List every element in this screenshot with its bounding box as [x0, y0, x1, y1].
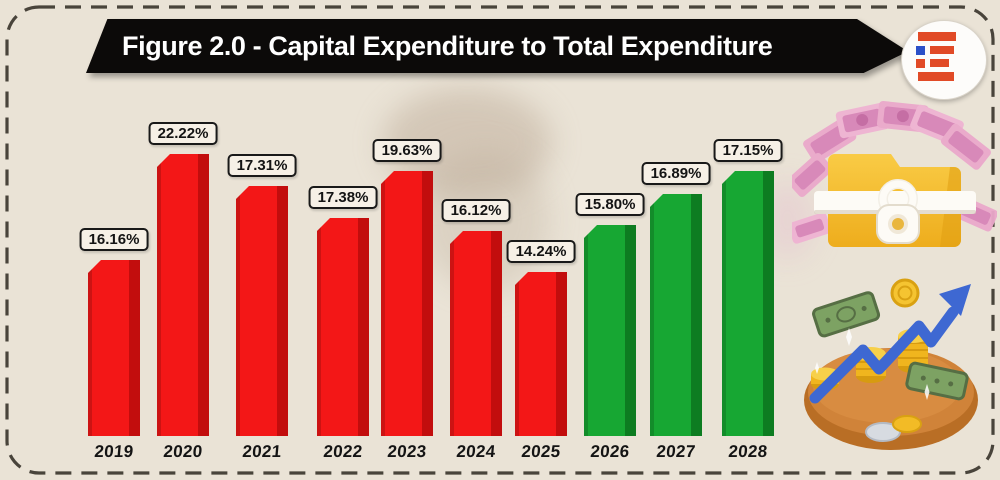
bar-2021: [236, 186, 288, 436]
value-label-2027: 16.89%: [641, 162, 711, 185]
value-label-2025: 14.24%: [506, 240, 576, 263]
year-label-2023: 2023: [386, 442, 428, 461]
value-label-2019: 16.16%: [79, 228, 149, 251]
year-label-2019: 2019: [93, 442, 135, 461]
bar-2023: [381, 171, 433, 436]
logo-bar-mid-lower: [930, 59, 949, 67]
value-label-2028: 17.15%: [713, 139, 783, 162]
title-banner: Figure 2.0 - Capital Expenditure to Tota…: [86, 19, 908, 73]
logo-bar-mid-upper: [930, 46, 954, 54]
year-label-2022: 2022: [322, 442, 364, 461]
logo-red-square: [916, 59, 925, 68]
title-banner-shape: Figure 2.0 - Capital Expenditure to Tota…: [86, 19, 908, 73]
bar-2028: [722, 171, 774, 436]
year-label-2026: 2026: [589, 442, 631, 461]
bar-2027: [650, 194, 702, 436]
bar-2020: [157, 154, 209, 436]
logo-bar-top: [918, 32, 956, 41]
value-label-2021: 17.31%: [227, 154, 297, 177]
value-label-2023: 19.63%: [372, 139, 442, 162]
bar-2026: [584, 225, 636, 436]
year-label-2024: 2024: [455, 442, 497, 461]
year-label-2025: 2025: [520, 442, 562, 461]
logo-bar-bottom: [918, 72, 954, 81]
logo-blue-dot: [916, 46, 925, 55]
value-label-2026: 15.80%: [575, 193, 645, 216]
year-label-2028: 2028: [727, 442, 769, 461]
bar-2024: [450, 231, 502, 436]
year-label-2020: 2020: [162, 442, 204, 461]
bar-2019: [88, 260, 140, 436]
figure-title: Figure 2.0 - Capital Expenditure to Tota…: [122, 30, 773, 61]
bar-2022: [317, 218, 369, 436]
value-label-2024: 16.12%: [441, 199, 511, 222]
year-label-2021: 2021: [241, 442, 283, 461]
bar-2025: [515, 272, 567, 436]
ie-monogram-logo: [901, 20, 987, 100]
year-label-2027: 2027: [655, 442, 697, 461]
value-label-2020: 22.22%: [148, 122, 218, 145]
value-label-2022: 17.38%: [308, 186, 378, 209]
